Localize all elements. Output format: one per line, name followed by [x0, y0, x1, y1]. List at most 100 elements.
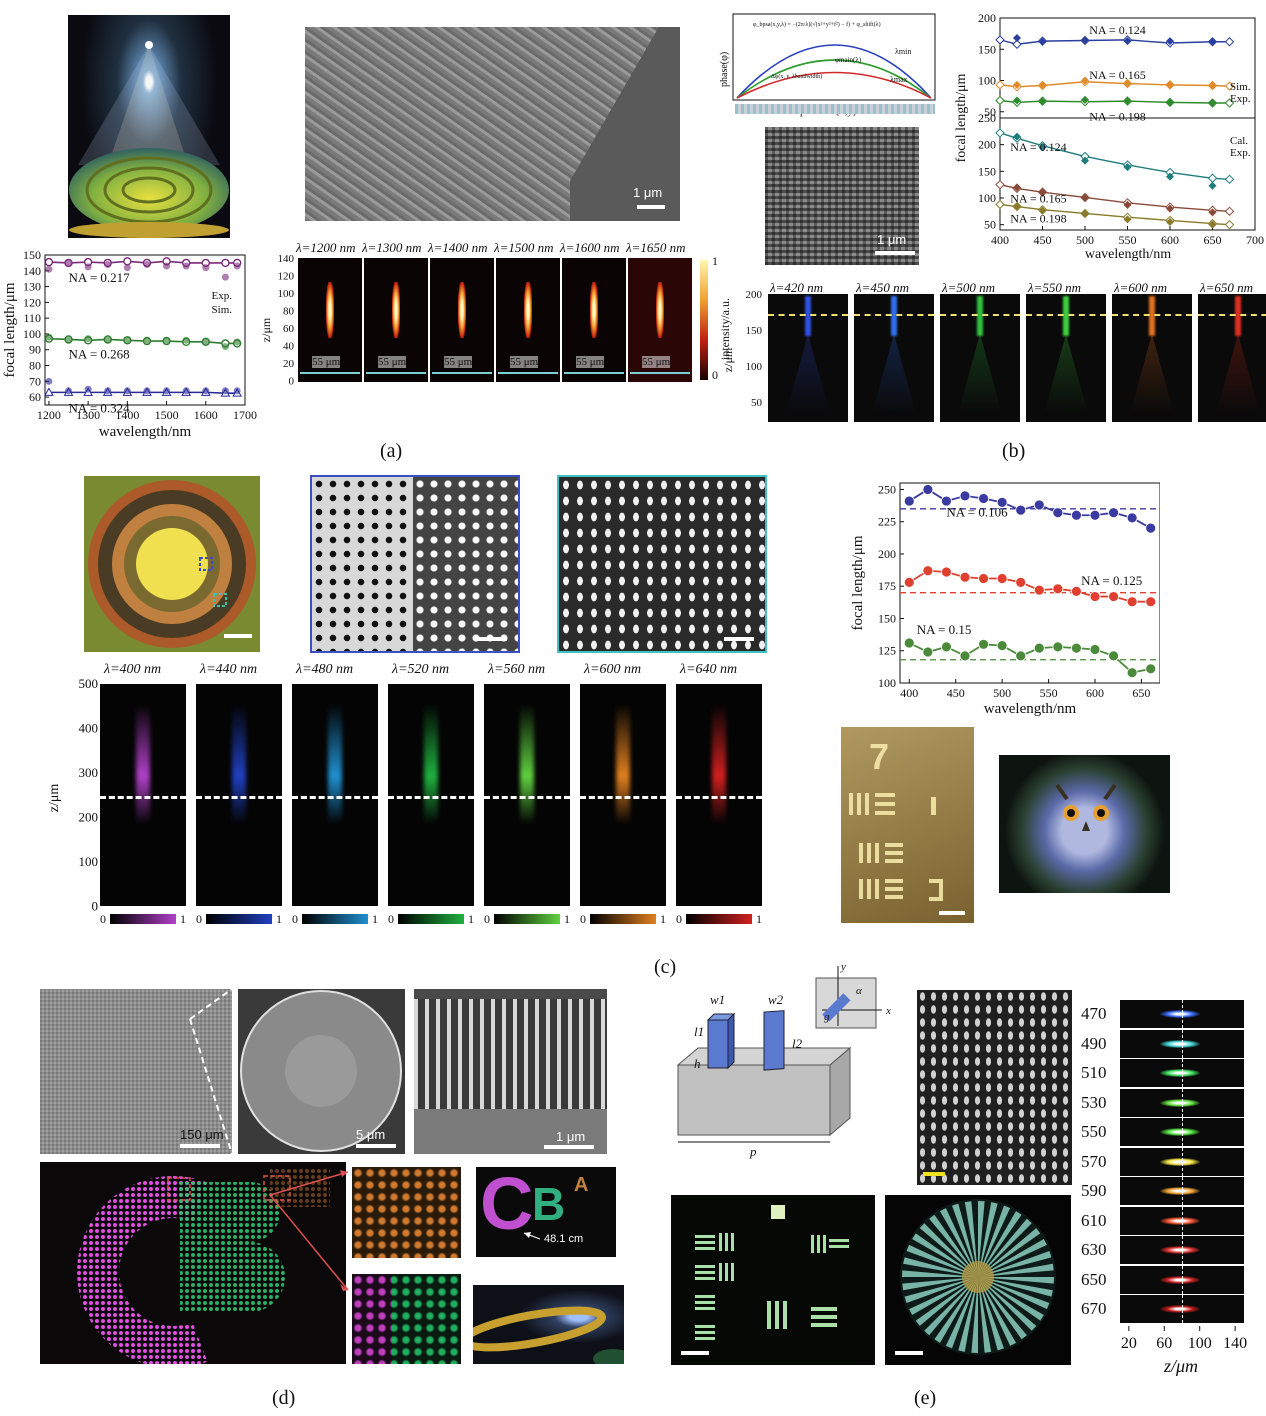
strip-title: λ=420 nm [770, 280, 824, 295]
focal-spot-row [1120, 1265, 1244, 1294]
unit-cell-schematic: p w1 w2 l1 l2 h [650, 990, 890, 1160]
colorbar-min: 0 [196, 912, 202, 926]
x-tick-label: 450 [947, 686, 965, 700]
sem-d1-scale-label: 150 μm [180, 1127, 224, 1142]
legend-sim: Sim. [1230, 81, 1251, 93]
star-spoke [903, 1257, 978, 1277]
strip-title: λ=550 nm [1028, 280, 1082, 295]
panel-label-a: (a) [380, 440, 403, 462]
strip-c-axis: 500 400 300 200 100 0 z/μm [47, 678, 99, 914]
x-tick-label: 1400 [115, 408, 139, 422]
focal-spot-row [1120, 1118, 1244, 1146]
cal-point [995, 128, 1005, 138]
phase-diagram: φ_bpsa(x,y,λ) = −(2π/λ)(√(x²+y²+f²) − f)… [715, 12, 937, 120]
star-spoke [978, 1277, 1004, 1351]
z-tick-label: 400 [79, 721, 99, 736]
label-h: h [694, 1056, 701, 1071]
z-tick-label: 100 [746, 361, 763, 373]
exp-point [1123, 200, 1132, 209]
y-tick-label: 150 [878, 611, 896, 625]
z-tick-label: 140 [1223, 1335, 1247, 1352]
strip-title: λ=1650 nm [626, 240, 686, 255]
data-point [1071, 585, 1082, 597]
strip-title: λ=600 nm [584, 662, 642, 677]
y-tick-label: 70 [29, 374, 41, 388]
star-spoke [971, 1277, 978, 1353]
wavelength-label: 490 [1081, 1033, 1107, 1053]
strip-title: λ=450 nm [856, 280, 910, 295]
panel-label-c: (c) [654, 956, 677, 978]
cal-line [999, 183, 1230, 213]
star-spoke [978, 1277, 1037, 1331]
z-tick-label: 140 [278, 253, 295, 265]
colorbar-max: 1 [660, 912, 666, 926]
exp-point [1038, 97, 1047, 106]
strip-title: λ=640 nm [680, 662, 738, 677]
x-tick-label: 1200 [37, 408, 61, 422]
panel-b-strips: 200 150 100 50 z/μm λ=420 nm λ=450 nm λ=500 n… [718, 280, 1266, 428]
sem-zoom-cyan [557, 475, 767, 653]
sem-b-scale-bar [875, 251, 915, 255]
hologram-cb-image [40, 1162, 346, 1364]
width-arrow [300, 372, 360, 374]
exp-point [65, 387, 73, 395]
exp-point [45, 377, 53, 385]
exp-point [84, 263, 92, 271]
width-label: 55 μm [378, 356, 407, 368]
intensity-strip [940, 294, 1020, 422]
chart-b-focal-length: 50 100 150 200 NA = 0.124 NA = 0.165 NA = 0.19… [954, 11, 1264, 262]
width-arrow [564, 372, 624, 374]
width-arrow [630, 372, 690, 374]
star-spoke [909, 1277, 978, 1315]
y-tick-label: 50 [984, 105, 996, 119]
plot-frame [899, 482, 1160, 684]
z-tick-label: 0 [92, 899, 99, 914]
series-label: NA = 0.124 [1010, 140, 1066, 154]
y-axis-label: focal length/μm [850, 535, 866, 630]
distance-label: 48.1 cm [544, 1233, 584, 1245]
data-point [1108, 591, 1119, 602]
y-tick-label: 100 [978, 191, 996, 205]
data-point [1033, 499, 1045, 511]
z-tick-label: 120 [278, 271, 295, 283]
star-spoke [906, 1244, 978, 1277]
y-tick-label: 125 [878, 644, 896, 658]
colorbar-a [700, 260, 708, 380]
series-label: NA = 0.324 [69, 400, 131, 415]
star-spoke [924, 1277, 978, 1336]
width-label: 55 μm [576, 356, 605, 368]
exp-point [1166, 218, 1174, 226]
y-axis-label: focal length/μm [954, 74, 969, 163]
strip-title: λ=480 nm [296, 662, 354, 677]
label-alpha: α [856, 985, 862, 997]
focal-spot-row [1120, 1059, 1244, 1087]
colorbar-max: 1 [276, 912, 282, 926]
exp-point [163, 336, 171, 344]
cal-line [999, 203, 1230, 226]
sem-e-image [917, 990, 1072, 1185]
phase-formula: φ_bpsa(x,y,λ) = −(2π/λ)(√(x²+y²+f²) − f)… [753, 21, 881, 28]
plot-frame [44, 254, 246, 406]
legend-cal: Cal. [1230, 135, 1248, 147]
data-point [1126, 512, 1138, 524]
focal-spot-row [1120, 1206, 1244, 1235]
exp-point [1208, 99, 1217, 107]
colorbar-max: 1 [468, 912, 474, 926]
exp-point [1081, 35, 1089, 44]
cal-point [1224, 206, 1235, 217]
exp-point [1081, 210, 1089, 218]
star-spoke [978, 1263, 1054, 1277]
strip-title: λ=1200 nm [296, 240, 356, 255]
exp-point [1208, 220, 1217, 229]
exp-point [202, 264, 210, 272]
saturn-photo [473, 1285, 624, 1364]
legend-exp: Exp. [212, 290, 233, 302]
sim-line [999, 99, 1230, 104]
focal-spot-row [1120, 1000, 1244, 1028]
star-spoke [978, 1277, 1016, 1346]
x-tick-label: 650 [1132, 686, 1150, 700]
x-tick-label: 550 [1040, 686, 1058, 700]
sem-d1-scale-bar [180, 1144, 220, 1148]
exp-point [1038, 80, 1047, 89]
star-spoke [912, 1233, 978, 1277]
